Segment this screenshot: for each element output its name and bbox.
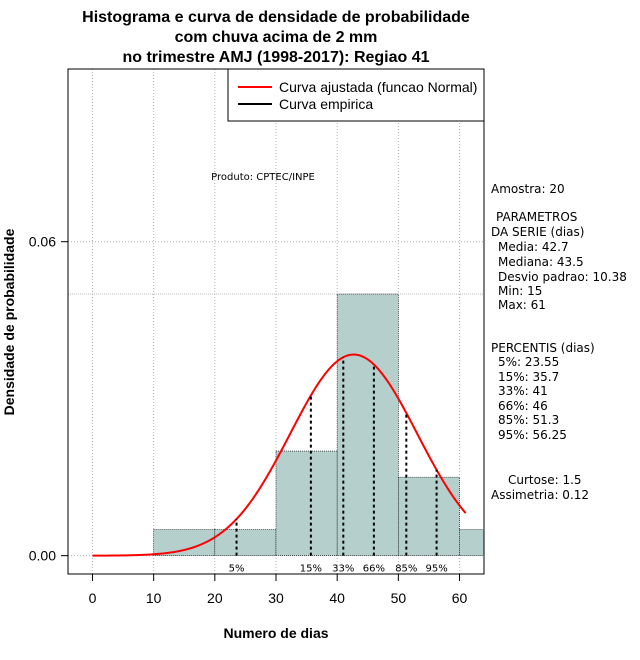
stat-assimetria: Assimetria: 0.12: [491, 488, 589, 502]
bar-2: [275, 450, 338, 556]
percentile-lines: 5% 15% 33% 66% 85% 95%: [229, 357, 448, 575]
legend: Curva ajustada (funcao Normal) Curva emp…: [227, 68, 485, 122]
stat-mediana: Mediana: 43.5: [498, 255, 584, 269]
stat-min: Min: 15: [498, 284, 542, 298]
stat-media: Media: 42.7: [498, 240, 569, 254]
x-tick-label-3: 30: [268, 590, 284, 606]
stat-amostra: Amostra: 20: [491, 182, 565, 196]
x-tick-label-2: 20: [207, 590, 223, 606]
stat-p5: 5%: 23.55: [498, 355, 559, 369]
bar-5: [459, 529, 485, 556]
y-axis: 0.00 0.06: [29, 234, 68, 564]
stat-params-header-1: PARAMETROS: [496, 210, 577, 224]
stats-panel: Amostra: 20 PARAMETROS DA SERIE (dias) M…: [491, 182, 627, 502]
chart-title-line-1: Histograma e curva de densidade de proba…: [82, 9, 470, 26]
x-tick-label-6: 60: [452, 590, 468, 606]
product-label: Produto: CPTEC/INPE: [211, 172, 315, 183]
normal-curve: [92, 353, 467, 557]
x-tick-label-0: 0: [89, 590, 97, 606]
legend-label-fitted: Curva ajustada (funcao Normal): [279, 79, 477, 95]
percentile-label-2: 33%: [332, 564, 354, 575]
stat-p85: 85%: 51.3: [498, 413, 559, 427]
chart-title-line-3: no trimestre AMJ (1998-2017): Regiao 41: [122, 49, 429, 66]
percentile-label-5: 95%: [425, 564, 447, 575]
x-axis-label: Numero de dias: [223, 625, 328, 641]
stat-p95: 95%: 56.25: [498, 428, 567, 442]
x-tick-label-1: 10: [146, 590, 162, 606]
stat-curtose: Curtose: 1.5: [508, 473, 582, 487]
stat-max: Max: 61: [498, 298, 546, 312]
stat-percentis-header: PERCENTIS (dias): [491, 341, 595, 355]
legend-box: [227, 68, 485, 122]
stat-p33: 33%: 41: [498, 384, 548, 398]
percentile-label-1: 15%: [300, 564, 322, 575]
stat-params-header-2: DA SERIE (dias): [491, 225, 584, 239]
y-axis-label: Densidade de probabilidade: [1, 228, 17, 415]
stat-p66: 66%: 46: [498, 399, 548, 413]
legend-label-empirical: Curva empirica: [279, 96, 373, 112]
chart-title-line-2: com chuva acima de 2 mm: [175, 29, 378, 46]
bar-1: [214, 529, 277, 556]
bar-4: [398, 476, 460, 556]
stat-p15: 15%: 35.7: [498, 370, 559, 384]
x-axis: 0 10 20 30 40 50 60: [89, 573, 468, 606]
x-tick-label-5: 50: [391, 590, 407, 606]
percentile-label-0: 5%: [229, 564, 245, 575]
bar-3: [336, 293, 399, 556]
normal-curve-path: [92, 353, 467, 557]
x-tick-label-4: 40: [329, 590, 345, 606]
histogram-bars: [153, 293, 485, 556]
percentile-label-4: 85%: [395, 564, 417, 575]
y-tick-label-1: 0.06: [29, 234, 56, 250]
percentile-label-3: 66%: [363, 564, 385, 575]
stat-desvio: Desvio padrao: 10.38: [498, 270, 627, 284]
y-tick-label-0: 0.00: [29, 548, 56, 564]
